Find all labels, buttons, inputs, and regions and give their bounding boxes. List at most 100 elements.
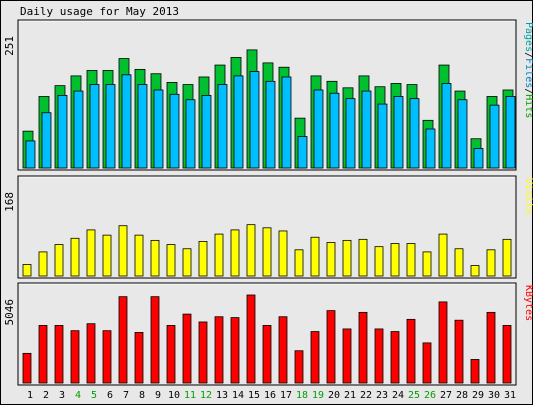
x-tick-label: 13 [216,390,228,401]
bar-files-day-10 [169,93,180,169]
bar-kbytes-day-4 [70,330,80,384]
x-tick-label: 10 [168,390,180,401]
bar-files-day-25 [409,98,420,169]
bar-kbytes-day-17 [278,316,288,384]
bar-kbytes-day-18 [294,350,304,384]
bar-files-day-3 [57,94,68,169]
x-tick-label: 15 [248,390,260,401]
bar-files-day-27 [441,83,452,169]
panel-pages-files-hits: 251 Pages/Files/Hits [3,19,533,171]
bar-files-day-13 [217,84,228,169]
legend: Pages/Files/Hits [523,22,533,118]
bar-kbytes-day-21 [342,328,352,384]
bar-visits-day-11 [182,248,192,277]
legend: KBytes [523,285,533,321]
bar-visits-day-14 [230,229,240,277]
bar-files-day-31 [505,96,516,169]
x-tick-label: 12 [200,390,212,401]
x-tick-label: 24 [392,390,404,401]
legend-entry: Visits [523,178,533,214]
bar-kbytes-day-25 [406,318,416,384]
bar-files-day-7 [121,74,132,169]
bar-visits-day-2 [38,251,48,277]
bar-visits-day-24 [390,243,400,277]
x-tick-label: 16 [264,390,276,401]
x-tick-label: 14 [232,390,244,401]
bar-files-day-1 [25,140,36,169]
panel-kbytes: 5046 KBytes [3,282,533,386]
bar-files-day-21 [345,98,356,169]
x-tick-label: 22 [360,390,372,401]
bar-files-day-2 [41,112,52,169]
bar-visits-day-21 [342,239,352,277]
bar-visits-day-3 [54,244,64,277]
bar-kbytes-day-1 [22,352,32,384]
bar-kbytes-day-11 [182,313,192,384]
x-tick-label: 23 [376,390,388,401]
bar-files-day-22 [361,90,372,169]
bar-files-day-5 [89,84,100,169]
legend-entry: Hits [523,94,533,118]
bar-kbytes-day-22 [358,311,368,384]
bar-kbytes-day-12 [198,321,208,384]
bar-visits-day-7 [118,225,128,277]
bar-files-day-19 [313,89,324,169]
x-tick-label: 4 [75,390,81,401]
bar-visits-day-31 [502,238,512,277]
bar-kbytes-day-30 [486,311,496,384]
bar-visits-day-26 [422,251,432,277]
bar-visits-day-30 [486,249,496,277]
bar-kbytes-day-19 [310,331,320,384]
bar-visits-day-13 [214,233,224,277]
x-tick-label: 19 [312,390,324,401]
x-tick-label: 7 [123,390,129,401]
x-tick-label: 18 [296,390,308,401]
bar-kbytes-day-28 [454,319,464,384]
bar-files-day-11 [185,99,196,169]
bar-visits-day-19 [310,236,320,277]
bar-kbytes-day-2 [38,325,48,384]
bar-files-day-23 [377,103,388,169]
bar-visits-day-5 [86,229,96,277]
bar-kbytes-day-26 [422,342,432,384]
bar-files-day-4 [73,90,84,169]
x-tick-label: 31 [504,390,516,401]
bar-kbytes-day-23 [374,328,384,384]
x-tick-label: 5 [91,390,97,401]
x-tick-label: 6 [107,390,113,401]
bar-files-day-18 [297,136,308,169]
bar-visits-day-23 [374,246,384,277]
bar-files-day-24 [393,96,404,169]
bar-files-day-29 [473,148,484,169]
bar-kbytes-day-31 [502,325,512,384]
bar-files-day-16 [265,80,276,169]
bar-visits-day-18 [294,249,304,277]
panel-visits: 168 Visits [3,175,533,279]
legend-entry: Files [523,58,533,88]
bar-kbytes-day-10 [166,325,176,384]
x-tick-label: 29 [472,390,484,401]
x-tick-label: 9 [155,390,161,401]
bar-visits-day-6 [102,234,112,277]
bar-visits-day-1 [22,264,32,277]
bar-files-day-8 [137,84,148,169]
bar-visits-day-10 [166,244,176,277]
y-max-label: 251 [3,36,16,56]
bar-kbytes-day-27 [438,301,448,384]
bar-visits-day-22 [358,238,368,277]
legend: Visits [523,178,533,214]
x-tick-label: 11 [184,390,196,401]
x-tick-label: 3 [59,390,65,401]
bar-files-day-12 [201,94,212,169]
bar-kbytes-day-15 [246,294,256,384]
bar-visits-day-27 [438,233,448,277]
bar-visits-day-8 [134,234,144,277]
legend-entry: Pages [523,22,533,52]
bar-visits-day-16 [262,227,272,277]
x-tick-label: 21 [344,390,356,401]
bar-kbytes-day-7 [118,296,128,384]
bar-files-day-26 [425,128,436,169]
bar-kbytes-day-20 [326,310,336,384]
